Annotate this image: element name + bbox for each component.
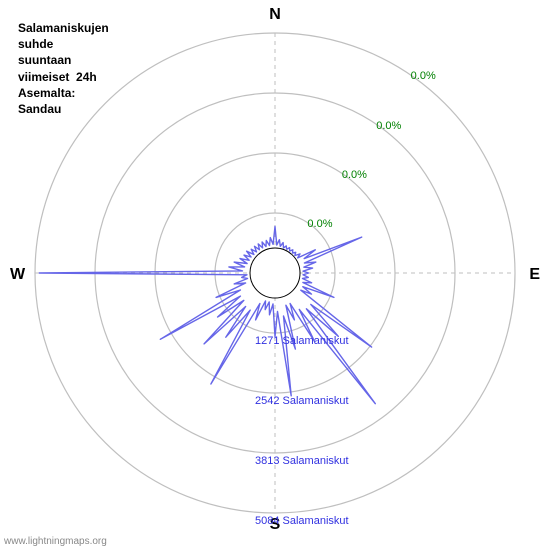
chart-title: Salamaniskujen suhde suuntaan viimeiset …: [18, 20, 109, 117]
ring-value-label: 1271 Salamaniskut: [255, 335, 349, 347]
compass-east: E: [529, 266, 540, 284]
compass-north: N: [269, 6, 281, 24]
percent-label: 0.0%: [307, 218, 332, 230]
ring-value-label: 5084 Salamaniskut: [255, 515, 349, 527]
chart-container: Salamaniskujen suhde suuntaan viimeiset …: [0, 0, 550, 550]
percent-label: 0.0%: [411, 70, 436, 82]
attribution: www.lightningmaps.org: [4, 536, 107, 547]
compass-west: W: [10, 266, 25, 284]
ring-value-label: 3813 Salamaniskut: [255, 455, 349, 467]
ring-value-label: 2542 Salamaniskut: [255, 395, 349, 407]
percent-label: 0.0%: [342, 169, 367, 181]
percent-label: 0.0%: [376, 120, 401, 132]
